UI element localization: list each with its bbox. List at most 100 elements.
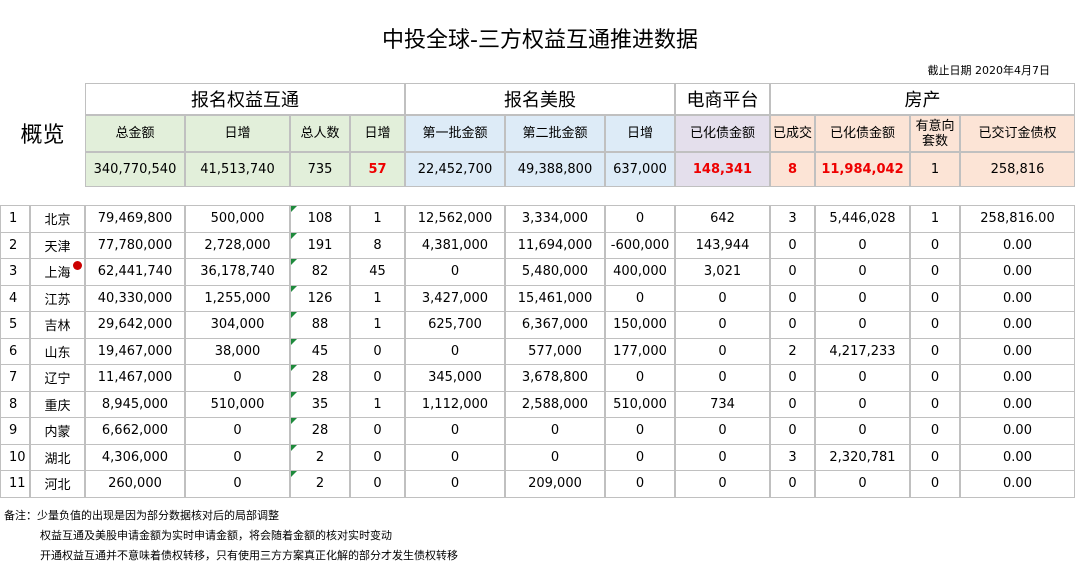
table-cell: 0.00 — [960, 258, 1075, 286]
table-cell: 0 — [910, 364, 960, 392]
table-cell: 0 — [770, 311, 815, 339]
table-cell: 11,467,000 — [85, 364, 185, 392]
table-cell: 0 — [675, 364, 770, 392]
table-cell: 0 — [605, 284, 675, 312]
table-cell: 0 — [910, 417, 960, 445]
group-header: 报名权益互通 — [85, 83, 405, 115]
table-cell: 1 — [910, 205, 960, 233]
table-cell: 2 — [290, 443, 350, 471]
region-name: 湖北 — [30, 443, 85, 471]
table-cell: 40,330,000 — [85, 284, 185, 312]
row-index: 3 — [0, 258, 30, 286]
summary-value: 340,770,540 — [85, 152, 185, 187]
table-cell: 1 — [350, 284, 405, 312]
table-cell: 0 — [770, 470, 815, 498]
table-cell: -600,000 — [605, 231, 675, 259]
table-cell: 0 — [770, 364, 815, 392]
table-cell: 36,178,740 — [185, 258, 290, 286]
row-index: 6 — [0, 337, 30, 365]
column-header: 有意向套数 — [910, 115, 960, 152]
column-header: 已化债金额 — [675, 115, 770, 152]
region-name: 北京 — [30, 205, 85, 233]
note: 开通权益互通并不意味着债权转移，只有使用三方方案真正化解的部分才发生债权转移 — [40, 549, 458, 562]
table-cell: 0.00 — [960, 364, 1075, 392]
region-name: 河北 — [30, 470, 85, 498]
table-cell: 3 — [770, 443, 815, 471]
region-name: 上海 — [30, 258, 85, 286]
table-cell: 108 — [290, 205, 350, 233]
table-cell: 0.00 — [960, 231, 1075, 259]
table-cell: 4,306,000 — [85, 443, 185, 471]
table-cell: 0 — [675, 443, 770, 471]
table-cell: 15,461,000 — [505, 284, 605, 312]
row-index: 1 — [0, 205, 30, 233]
table-cell: 177,000 — [605, 337, 675, 365]
table-cell: 345,000 — [405, 364, 505, 392]
table-cell: 0 — [675, 337, 770, 365]
table-cell: 0 — [910, 390, 960, 418]
table-cell: 3,334,000 — [505, 205, 605, 233]
table-cell: 0.00 — [960, 443, 1075, 471]
note: 权益互通及美股申请金额为实时申请金额，将会随着金额的核对实时变动 — [40, 529, 392, 542]
region-name: 重庆 — [30, 390, 85, 418]
table-cell: 734 — [675, 390, 770, 418]
table-cell: 28 — [290, 364, 350, 392]
table-cell: 0 — [605, 364, 675, 392]
table-cell: 0.00 — [960, 337, 1075, 365]
table-cell: 28 — [290, 417, 350, 445]
table-cell: 191 — [290, 231, 350, 259]
table-cell: 62,441,740 — [85, 258, 185, 286]
summary-value: 1 — [910, 152, 960, 187]
table-cell: 0 — [770, 284, 815, 312]
table-cell: 0 — [770, 417, 815, 445]
region-name: 辽宁 — [30, 364, 85, 392]
table-cell: 260,000 — [85, 470, 185, 498]
column-header: 第一批金额 — [405, 115, 505, 152]
table-cell: 45 — [290, 337, 350, 365]
summary-value: 258,816 — [960, 152, 1075, 187]
table-cell: 12,562,000 — [405, 205, 505, 233]
group-header: 电商平台 — [675, 83, 770, 115]
table-cell: 0 — [770, 231, 815, 259]
table-cell: 79,469,800 — [85, 205, 185, 233]
note: 备注：少量负值的出现是因为部分数据核对后的局部调整 — [4, 509, 279, 522]
region-name: 江苏 — [30, 284, 85, 312]
region-name: 吉林 — [30, 311, 85, 339]
table-cell: 0 — [185, 443, 290, 471]
table-cell: 1 — [350, 390, 405, 418]
table-cell: 88 — [290, 311, 350, 339]
table-cell: 0 — [910, 284, 960, 312]
table-cell: 1 — [350, 205, 405, 233]
row-index: 4 — [0, 284, 30, 312]
summary-value: 148,341 — [675, 152, 770, 187]
title: 中投全球-三方权益互通推进数据 — [382, 28, 698, 53]
table-cell: 0 — [910, 443, 960, 471]
table-cell: 19,467,000 — [85, 337, 185, 365]
table-cell: 0 — [770, 258, 815, 286]
table-cell: 8,945,000 — [85, 390, 185, 418]
group-header: 报名美股 — [405, 83, 675, 115]
table-cell: 0 — [815, 258, 910, 286]
table-cell: 642 — [675, 205, 770, 233]
summary-label: 概览 — [20, 122, 65, 148]
table-cell: 0 — [185, 364, 290, 392]
summary-value: 57 — [350, 152, 405, 187]
table-cell: 5,446,028 — [815, 205, 910, 233]
table-cell: 0 — [185, 417, 290, 445]
region-name: 天津 — [30, 231, 85, 259]
table-cell: 150,000 — [605, 311, 675, 339]
table-cell: 209,000 — [505, 470, 605, 498]
table-cell: 0 — [405, 443, 505, 471]
warning-icon — [73, 261, 82, 270]
table-cell: 0 — [675, 311, 770, 339]
table-cell: 0 — [605, 205, 675, 233]
table-cell: 0 — [910, 470, 960, 498]
table-cell: 1,255,000 — [185, 284, 290, 312]
table-cell: 625,700 — [405, 311, 505, 339]
table-cell: 0 — [605, 470, 675, 498]
table-cell: 0.00 — [960, 311, 1075, 339]
table-cell: 0 — [350, 470, 405, 498]
row-index: 2 — [0, 231, 30, 259]
summary-value: 22,452,700 — [405, 152, 505, 187]
table-cell: 45 — [350, 258, 405, 286]
